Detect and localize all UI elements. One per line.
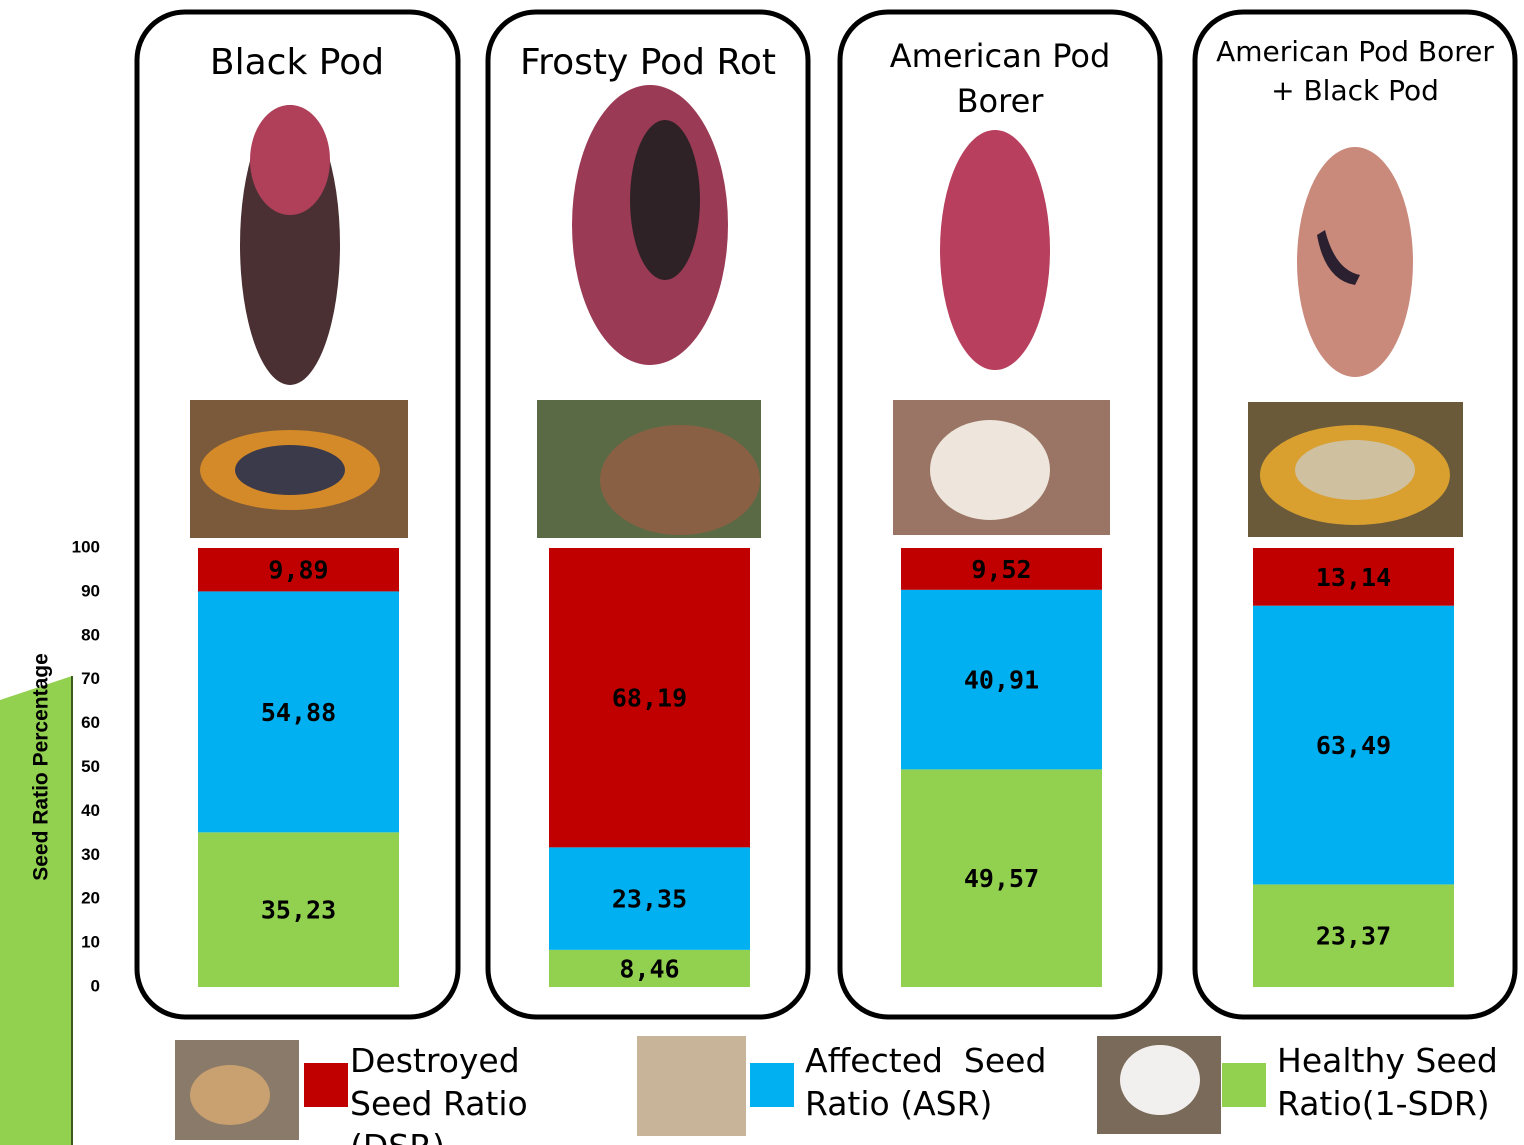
y-tick-label: 30 bbox=[81, 845, 100, 864]
y-tick-label: 40 bbox=[81, 801, 100, 820]
y-tick-label: 70 bbox=[81, 669, 100, 688]
y-axis-title: Seed Ratio Percentage bbox=[30, 653, 53, 881]
category-title: Black Pod bbox=[147, 38, 447, 88]
y-tick-label: 0 bbox=[91, 976, 100, 995]
y-tick-label: 100 bbox=[72, 537, 100, 556]
legend-label: Healthy Seed Ratio(1-SDR) bbox=[1277, 1040, 1524, 1126]
value-label: 23,35 bbox=[612, 885, 687, 914]
y-tick-label: 20 bbox=[81, 889, 100, 908]
value-label: 13,14 bbox=[1316, 563, 1391, 592]
legend-photo bbox=[190, 1065, 270, 1125]
y-tick-label: 10 bbox=[81, 933, 100, 952]
y-tick-label: 80 bbox=[81, 625, 100, 644]
seed-photo bbox=[600, 425, 760, 535]
pod-image bbox=[940, 130, 1050, 370]
value-label: 9,52 bbox=[971, 555, 1031, 584]
value-label: 9,89 bbox=[268, 556, 328, 585]
seed-photos bbox=[190, 400, 1463, 538]
legend-swatch bbox=[750, 1063, 794, 1107]
seed-photo bbox=[930, 420, 1050, 520]
value-label: 63,49 bbox=[1316, 731, 1391, 760]
category-title: American Pod Borer bbox=[870, 34, 1130, 124]
pod-image bbox=[1297, 147, 1413, 377]
value-label: 23,37 bbox=[1316, 922, 1391, 951]
value-label: 54,88 bbox=[261, 698, 336, 727]
pod-image bbox=[250, 105, 330, 215]
seed-photo bbox=[1295, 440, 1415, 500]
pod-image bbox=[630, 120, 700, 280]
y-tick-label: 60 bbox=[81, 713, 100, 732]
chart: Seed Ratio Percentage 0 10 20 30 40 50 60 70 80 9… bbox=[0, 0, 1524, 1145]
category-title: Frosty Pod Rot bbox=[493, 38, 803, 88]
value-label: 8,46 bbox=[619, 954, 679, 983]
legend-photo bbox=[637, 1036, 746, 1136]
legend-label: Affected Seed Ratio (ASR) bbox=[805, 1040, 1055, 1126]
pod-images bbox=[240, 85, 1413, 385]
value-label: 49,57 bbox=[964, 864, 1039, 893]
value-label: 35,23 bbox=[261, 896, 336, 925]
y-tick-label: 90 bbox=[81, 581, 100, 600]
value-label: 68,19 bbox=[612, 684, 687, 713]
page: Seed Ratio Percentage 0 10 20 30 40 50 60 70 80 9… bbox=[0, 0, 1524, 1145]
category-title: American Pod Borer + Black Pod bbox=[1210, 32, 1500, 110]
legend-swatch bbox=[304, 1063, 348, 1107]
legend-label: Destroyed Seed Ratio (DSR) bbox=[350, 1040, 600, 1145]
legend-photo bbox=[1120, 1045, 1200, 1115]
value-label: 40,91 bbox=[964, 666, 1039, 695]
seed-photo bbox=[235, 445, 345, 495]
legend-swatch bbox=[1222, 1063, 1266, 1107]
y-tick-label: 50 bbox=[81, 757, 100, 776]
